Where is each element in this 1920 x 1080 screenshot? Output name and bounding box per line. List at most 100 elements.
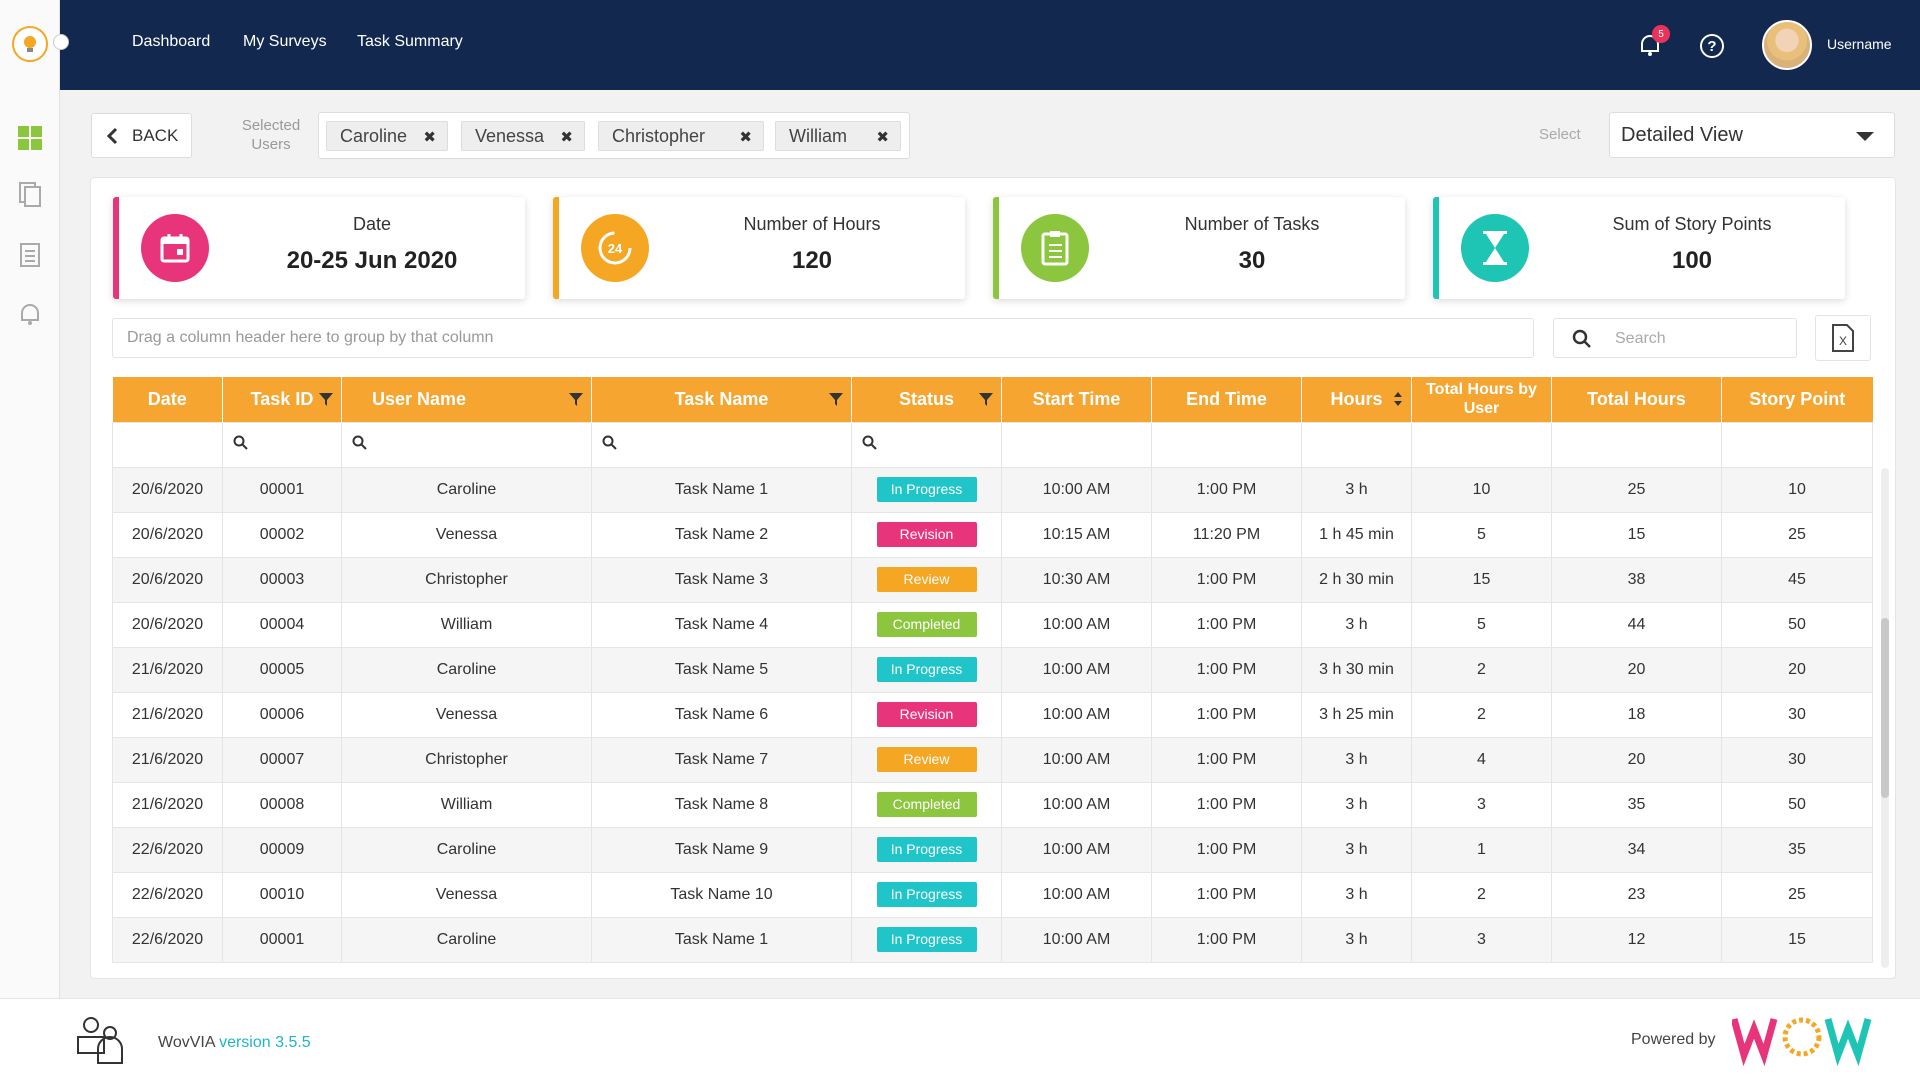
card-title: Number of Hours <box>743 214 881 234</box>
selected-users-field[interactable]: Caroline ✖ Venessa ✖ Christopher ✖ William ✖ <box>318 112 910 159</box>
table-row[interactable]: 21/6/2020 00005 Caroline Task Name 5 In Prog… <box>112 646 1873 693</box>
status-cell: Review <box>851 736 1002 783</box>
cell-user: Caroline <box>341 466 592 513</box>
filter-icon[interactable] <box>319 392 333 406</box>
cell-date: 21/6/2020 <box>112 781 223 828</box>
column-header-total-hours[interactable]: Total Hours <box>1551 377 1722 422</box>
remove-chip-icon[interactable]: ✖ <box>560 129 573 146</box>
column-header-start-time[interactable]: Start Time <box>1001 377 1152 422</box>
cell-id: 00007 <box>222 736 342 783</box>
cell-id: 00009 <box>222 826 342 873</box>
group-by-panel[interactable]: Drag a column header here to group by th… <box>112 318 1534 358</box>
status-badge: Revision <box>876 522 977 547</box>
status-filter-input[interactable] <box>851 421 1002 468</box>
card-value: 100 <box>1671 247 1713 274</box>
remove-chip-icon[interactable]: ✖ <box>423 129 436 146</box>
clipboard-icon[interactable] <box>16 240 44 268</box>
table-row[interactable]: 20/6/2020 00001 Caroline Task Name 1 In Prog… <box>112 466 1873 513</box>
table-row[interactable]: 22/6/2020 00009 Caroline Task Name 9 In Prog… <box>112 826 1873 873</box>
column-header-status[interactable]: Status <box>851 377 1002 422</box>
export-excel-button[interactable]: X <box>1815 315 1871 361</box>
filter-cell <box>1301 421 1412 468</box>
cell-hours: 1 h 45 min <box>1301 511 1412 558</box>
table-row[interactable]: 21/6/2020 00008 William Task Name 8 Complete… <box>112 781 1873 828</box>
dashboard-icon[interactable] <box>16 124 44 152</box>
column-header-task-id[interactable]: Task ID <box>222 377 342 422</box>
filter-icon[interactable] <box>829 392 843 406</box>
select-label: Select <box>1539 126 1581 143</box>
notification-bell-icon[interactable] <box>1638 32 1662 58</box>
table-row[interactable]: 22/6/2020 00010 Venessa Task Name 10 In Prog… <box>112 871 1873 918</box>
main-panel: Date 20-25 Jun 2020 24 Number of Hours 1… <box>90 177 1896 979</box>
column-header-end-time[interactable]: End Time <box>1151 377 1302 422</box>
scrollbar-thumb[interactable] <box>1881 618 1889 798</box>
table-row[interactable]: 21/6/2020 00007 Christopher Task Name 7 Revi… <box>112 736 1873 783</box>
user-name-filter-input[interactable] <box>341 421 592 468</box>
caret-down-icon <box>1856 132 1874 141</box>
filter-cell <box>1001 421 1152 468</box>
app-logo-icon[interactable] <box>12 26 48 62</box>
status-cell: Revision <box>851 691 1002 738</box>
task-name-filter-input[interactable] <box>591 421 852 468</box>
table-row[interactable]: 21/6/2020 00006 Venessa Task Name 6 Revision… <box>112 691 1873 738</box>
column-header-total-hours-by-user[interactable]: Total Hours by User <box>1411 377 1552 422</box>
app-version: version 3.5.5 <box>219 1034 311 1051</box>
menu-toggle-icon[interactable] <box>53 34 69 50</box>
cell-id: 00003 <box>222 556 342 603</box>
hourglass-icon <box>1461 214 1529 282</box>
filter-icon[interactable] <box>569 392 583 406</box>
back-button[interactable]: BACK <box>91 113 192 158</box>
column-header-hours[interactable]: Hours <box>1301 377 1412 422</box>
filter-icon[interactable] <box>979 392 993 406</box>
remove-chip-icon[interactable]: ✖ <box>739 129 752 146</box>
table-row[interactable]: 20/6/2020 00004 William Task Name 4 Complete… <box>112 601 1873 648</box>
sort-icon[interactable] <box>1393 391 1403 407</box>
app-name: WovVIA <box>158 1034 215 1051</box>
cell-date: 22/6/2020 <box>112 916 223 963</box>
nav-task-summary[interactable]: Task Summary <box>357 33 463 50</box>
view-select[interactable]: Detailed View <box>1609 112 1895 158</box>
username[interactable]: Username <box>1827 36 1892 52</box>
card-title: Sum of Story Points <box>1612 214 1772 234</box>
cell-end: 11:20 PM <box>1151 511 1302 558</box>
task-id-filter-input[interactable] <box>222 421 342 468</box>
nav-my-surveys[interactable]: My Surveys <box>243 33 327 50</box>
filter-cell <box>1551 421 1722 468</box>
cell-end: 1:00 PM <box>1151 466 1302 513</box>
grid-scrollbar[interactable] <box>1881 468 1889 968</box>
cell-id: 00006 <box>222 691 342 738</box>
column-header-task-name[interactable]: Task Name <box>591 377 852 422</box>
help-icon[interactable]: ? <box>1700 34 1724 58</box>
cell-end: 1:00 PM <box>1151 691 1302 738</box>
cell-date: 21/6/2020 <box>112 691 223 738</box>
cell-task: Task Name 6 <box>591 691 852 738</box>
cell-points: 25 <box>1721 871 1873 918</box>
column-header-user-name[interactable]: User Name <box>341 377 592 422</box>
card-value: 30 <box>1238 247 1266 274</box>
status-cell: In Progress <box>851 466 1002 513</box>
cell-end: 1:00 PM <box>1151 556 1302 603</box>
avatar[interactable] <box>1762 20 1812 70</box>
cell-start: 10:00 AM <box>1001 646 1152 693</box>
cell-date: 20/6/2020 <box>112 601 223 648</box>
search-icon <box>602 435 617 450</box>
cell-end: 1:00 PM <box>1151 916 1302 963</box>
search-icon <box>862 435 877 450</box>
filter-cell <box>1721 421 1873 468</box>
column-header-date[interactable]: Date <box>112 377 223 422</box>
documents-icon[interactable] <box>16 180 44 208</box>
nav-dashboard[interactable]: Dashboard <box>132 33 211 50</box>
cell-points: 30 <box>1721 736 1873 783</box>
bell-icon[interactable] <box>16 300 44 328</box>
remove-chip-icon[interactable]: ✖ <box>876 129 889 146</box>
cell-id: 00004 <box>222 601 342 648</box>
table-row[interactable]: 22/6/2020 00001 Caroline Task Name 1 In Prog… <box>112 916 1873 963</box>
column-header-story-point[interactable]: Story Point <box>1721 377 1873 422</box>
back-label: BACK <box>132 125 179 145</box>
user-chip: Christopher ✖ <box>598 121 764 151</box>
cell-end: 1:00 PM <box>1151 781 1302 828</box>
grid-search-input[interactable]: Search <box>1553 318 1797 358</box>
task-grid: Date Task ID User Name Task Name Status … <box>112 377 1873 963</box>
table-row[interactable]: 20/6/2020 00002 Venessa Task Name 2 Revision… <box>112 511 1873 558</box>
table-row[interactable]: 20/6/2020 00003 Christopher Task Name 3 Revi… <box>112 556 1873 603</box>
